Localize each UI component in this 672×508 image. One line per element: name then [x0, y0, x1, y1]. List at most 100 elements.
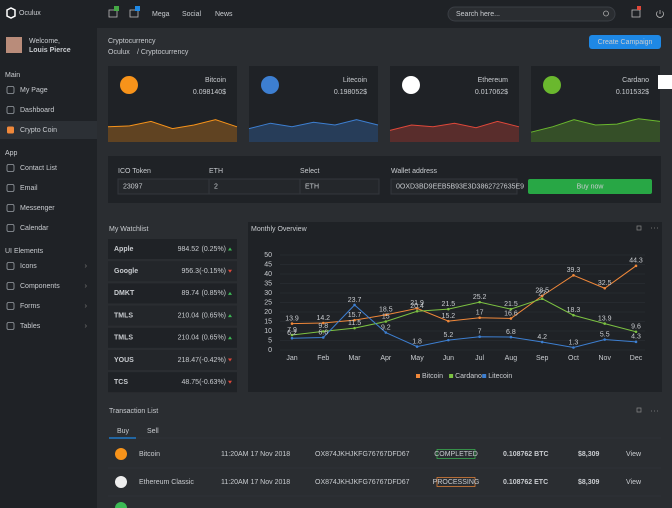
change: (-0.63%): [199, 379, 226, 386]
coin-value: 0.101532$: [616, 89, 649, 96]
welcome: Welcome,: [29, 38, 60, 45]
view-link[interactable]: View: [626, 451, 642, 458]
x-tick-label: Nov: [599, 355, 612, 362]
data-point: [290, 336, 294, 340]
chevron: [84, 284, 87, 288]
data-label: 5.2: [443, 332, 453, 339]
section-title: App: [5, 150, 18, 157]
change: (0.65%): [201, 335, 226, 342]
status-badge: [436, 449, 476, 459]
data-label: 25.2: [473, 294, 487, 301]
buy-button-label[interactable]: Buy now: [577, 183, 605, 190]
series-line: [291, 265, 637, 325]
legend-swatch: [482, 374, 487, 378]
data-label: 27: [538, 291, 546, 298]
input-value: ETH: [305, 183, 319, 190]
menu-item[interactable]: Contact List: [20, 165, 57, 172]
coin-name: Cardano: [622, 77, 649, 84]
menu-item[interactable]: My Page: [20, 87, 48, 94]
side-tool[interactable]: [658, 75, 672, 89]
top-icon[interactable]: [108, 9, 118, 18]
menu-item[interactable]: Email: [20, 185, 38, 192]
top-icon[interactable]: [129, 9, 139, 18]
trend-arrow: [228, 247, 232, 251]
input[interactable]: [208, 178, 316, 195]
data-label: 23.7: [348, 297, 362, 304]
data-label: 17: [476, 310, 484, 317]
mail-badge: [637, 6, 641, 10]
coin-icon: [115, 448, 127, 460]
data-label: 1.8: [412, 338, 422, 345]
menu-item[interactable]: Calendar: [20, 225, 49, 232]
data-label: 18.3: [567, 307, 581, 314]
data-point: [321, 336, 325, 339]
menu-item[interactable]: Icons: [20, 263, 37, 270]
input[interactable]: [390, 178, 518, 195]
data-point: [447, 319, 450, 323]
y-tick-label: 0: [268, 347, 272, 354]
input[interactable]: [299, 178, 380, 195]
data-label: 5.5: [600, 331, 610, 338]
view-link[interactable]: View: [626, 479, 642, 486]
data-point: [478, 300, 481, 304]
menu-item[interactable]: Messenger: [20, 205, 55, 212]
panel-tool[interactable]: [636, 225, 642, 231]
sparkline-area: [108, 119, 237, 142]
x-tick-label: Jan: [286, 355, 297, 362]
data-point: [353, 318, 356, 322]
power-icon[interactable]: [656, 10, 664, 18]
section-title: UI Elements: [5, 248, 44, 255]
nav-link[interactable]: News: [215, 11, 233, 18]
data-point: [478, 335, 481, 339]
y-tick-label: 25: [264, 299, 272, 306]
coin: Bitcoin: [139, 451, 160, 458]
sparkline: [107, 119, 238, 130]
tab[interactable]: Sell: [147, 428, 159, 435]
search-box[interactable]: [447, 6, 616, 22]
campaign-button[interactable]: [589, 35, 661, 49]
chevron: [84, 324, 87, 328]
watch-row: [108, 239, 237, 259]
change: (-0.15%): [199, 268, 226, 275]
legend-label: Cardano: [455, 373, 482, 380]
menu-item[interactable]: Dashboard: [20, 107, 54, 114]
menu-item[interactable]: Crypto Coin: [20, 127, 57, 134]
data-point: [634, 264, 638, 268]
data-label: 6.2: [287, 330, 297, 337]
mail-icon[interactable]: [631, 9, 641, 18]
watch-row: [108, 350, 237, 370]
user-name[interactable]: Louis Pierce: [29, 47, 71, 54]
tab[interactable]: Buy: [117, 428, 130, 435]
campaign-button-label[interactable]: Create Campaign: [598, 39, 653, 46]
change: (0.65%): [201, 312, 226, 319]
coin-name: Bitcoin: [205, 77, 226, 84]
data-label: 9.8: [318, 323, 328, 330]
x-tick-label: Feb: [317, 355, 329, 362]
ticker: Google: [114, 268, 138, 275]
data-point: [384, 320, 388, 323]
sparkline: [530, 118, 661, 133]
page-title: Cryptocurrency: [108, 38, 156, 45]
panel-tool[interactable]: [636, 407, 642, 413]
data-label: 39.3: [567, 267, 581, 274]
menu-item[interactable]: Forms: [20, 303, 40, 310]
nav-link[interactable]: Mega: [152, 11, 170, 18]
data-label: 6.8: [506, 329, 516, 336]
buy-button[interactable]: [528, 179, 652, 194]
price: 956.3: [181, 268, 199, 275]
badge: [114, 6, 119, 11]
sidebar: [0, 0, 97, 508]
brand: Oculux: [19, 10, 41, 17]
ticker: TMLS: [114, 312, 133, 319]
data-point: [603, 286, 607, 290]
y-tick-label: 20: [264, 309, 272, 316]
menu-icon: [6, 224, 15, 232]
menu-item[interactable]: Components: [20, 283, 60, 290]
data-point: [572, 274, 575, 277]
menu-icon: [6, 106, 15, 114]
nav-link[interactable]: Social: [182, 11, 202, 18]
breadcrumb-link[interactable]: Oculux: [108, 49, 130, 56]
coin-name: Litecoin: [343, 77, 367, 84]
menu-item[interactable]: Tables: [20, 323, 41, 330]
ticker: Apple: [114, 246, 134, 253]
